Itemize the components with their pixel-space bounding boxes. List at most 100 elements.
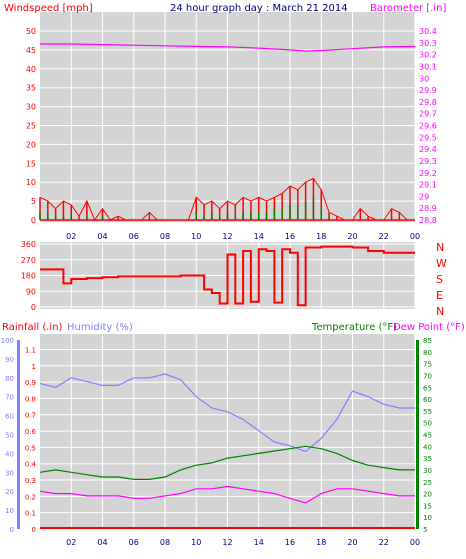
humidity-tick-label: 50 (5, 432, 14, 440)
barometer-tick-label: 30.4 (419, 27, 437, 36)
wind-x-tick-label: 18 (316, 232, 326, 241)
direction-tick-label: 0 (31, 303, 36, 312)
climate-x-tick-label: 18 (316, 538, 326, 547)
wind-x-tick-label: 04 (97, 232, 107, 241)
temperature-tick-label: 65 (423, 384, 432, 392)
barometer-tick-label: 29.6 (419, 122, 437, 131)
compass-e: E (436, 289, 443, 302)
humidity-tick-label: 40 (5, 450, 14, 458)
direction-tick-label: 270 (21, 256, 36, 265)
barometer-tick-label: 28.8 (419, 216, 437, 225)
barometer-tick-label: 30.2 (419, 51, 437, 60)
direction-tick-label: 180 (21, 272, 36, 281)
barometer-tick-label: 29.7 (419, 110, 437, 119)
wind-x-tick-label: 22 (379, 232, 389, 241)
wind-x-tick-label: 06 (129, 232, 139, 241)
temperature-tick-label: 5 (423, 526, 427, 534)
humidity-tick-label: 10 (5, 507, 14, 515)
wind-left-tick-label: 5 (31, 197, 36, 206)
barometer-tick-label: 29.1 (419, 181, 437, 190)
rainfall-tick-label: 0.8 (25, 395, 36, 403)
humidity-tick-label: 100 (1, 337, 14, 345)
rainfall-tick-label: 0.1 (25, 510, 36, 518)
wind-x-tick-label: 16 (285, 232, 295, 241)
humidity-axis-bar (17, 340, 20, 529)
wind-x-tick-label: 20 (347, 232, 357, 241)
wind-panel-left-label: Windspeed [mph] (4, 3, 93, 14)
barometer-tick-label: 28.9 (419, 204, 437, 213)
wind-x-tick-label: 12 (222, 232, 232, 241)
barometer-tick-label: 30.3 (419, 39, 437, 48)
temperature-tick-label: 45 (423, 432, 432, 440)
wind-left-tick-label: 20 (26, 140, 36, 149)
temperature-tick-label: 20 (423, 491, 432, 499)
rainfall-tick-label: 0.5 (25, 444, 36, 452)
climate-x-tick-label: 22 (379, 538, 389, 547)
climate-x-tick-label: 12 (222, 538, 232, 547)
temperature-tick-label: 75 (423, 361, 432, 369)
compass-w: W (436, 257, 447, 270)
barometer-tick-label: 29.4 (419, 145, 437, 154)
compass-s: S (436, 273, 443, 286)
temperature-tick-label: 70 (423, 372, 432, 380)
barometer-tick-label: 29 (419, 192, 429, 201)
wind-x-tick-label: 02 (66, 232, 76, 241)
wind-left-tick-label: 45 (26, 46, 36, 55)
direction-tick-label: 360 (21, 240, 36, 249)
temperature-tick-label: 55 (423, 408, 432, 416)
climate-x-tick-label: 02 (66, 538, 76, 547)
dewpoint-line (39, 485, 415, 504)
temperature-line (39, 445, 415, 480)
temperature-tick-label: 50 (423, 420, 432, 428)
wind-x-tick-label: 08 (160, 232, 170, 241)
rainfall-tick-label: 0.6 (25, 428, 37, 436)
humidity-tick-label: 0 (10, 526, 14, 534)
climate-dewpoint-label: Dew Point (°F) (393, 322, 465, 333)
wind-panel-title: 24 hour graph day : March 21 2014 (170, 3, 348, 14)
temperature-tick-label: 15 (423, 502, 432, 510)
wind-left-tick-label: 10 (26, 178, 36, 187)
temperature-tick-label: 40 (423, 443, 432, 451)
temperature-tick-label: 10 (423, 514, 432, 522)
climate-temperature-label: Temperature (°F) (311, 322, 397, 333)
wind-left-tick-label: 35 (26, 84, 36, 93)
climate-x-tick-label: 20 (347, 538, 357, 547)
temperature-tick-label: 30 (423, 467, 432, 475)
temperature-tick-label: 25 (423, 479, 432, 487)
barometer-tick-label: 29.2 (419, 169, 437, 178)
climate-x-tick-label: 16 (285, 538, 295, 547)
barometer-tick-label: 30.1 (419, 62, 437, 71)
rainfall-tick-label: 0 (32, 526, 36, 534)
wind-left-tick-label: 25 (26, 122, 36, 131)
direction-tick-label: 90 (26, 287, 36, 296)
climate-x-tick-label: 10 (191, 538, 201, 547)
wind-left-tick-label: 0 (31, 216, 36, 225)
barometer-line (40, 43, 416, 52)
climate-x-tick-label: 06 (129, 538, 139, 547)
wind-left-tick-label: 50 (26, 27, 36, 36)
rainfall-tick-label: 0.9 (25, 379, 36, 387)
wind-x-tick-label: 00 (410, 232, 420, 241)
barometer-tick-label: 29.8 (419, 98, 437, 107)
temperature-tick-label: 60 (423, 396, 432, 404)
rainfall-tick-label: 0.3 (25, 477, 36, 485)
wind-left-tick-label: 40 (26, 65, 36, 74)
rainfall-tick-label: 0.2 (25, 493, 36, 501)
compass-n-bottom: N (436, 305, 444, 318)
temperature-tick-label: 35 (423, 455, 432, 463)
wind-panel-right-label: Barometer [.in] (370, 3, 446, 14)
temperature-tick-label: 80 (423, 349, 432, 357)
climate-humidity-label: Humidity (%) (67, 322, 133, 333)
temperature-axis-bar (416, 340, 419, 529)
climate-x-tick-label: 04 (97, 538, 107, 547)
barometer-tick-label: 29.9 (419, 86, 437, 95)
rainfall-tick-label: 0.4 (25, 461, 37, 469)
rainfall-tick-label: 0.7 (25, 412, 36, 420)
wind-direction-line (40, 245, 415, 307)
humidity-tick-label: 20 (5, 488, 14, 496)
humidity-tick-label: 80 (5, 375, 14, 383)
barometer-tick-label: 30 (419, 74, 429, 83)
humidity-tick-label: 90 (5, 356, 14, 364)
barometer-tick-label: 29.3 (419, 157, 437, 166)
